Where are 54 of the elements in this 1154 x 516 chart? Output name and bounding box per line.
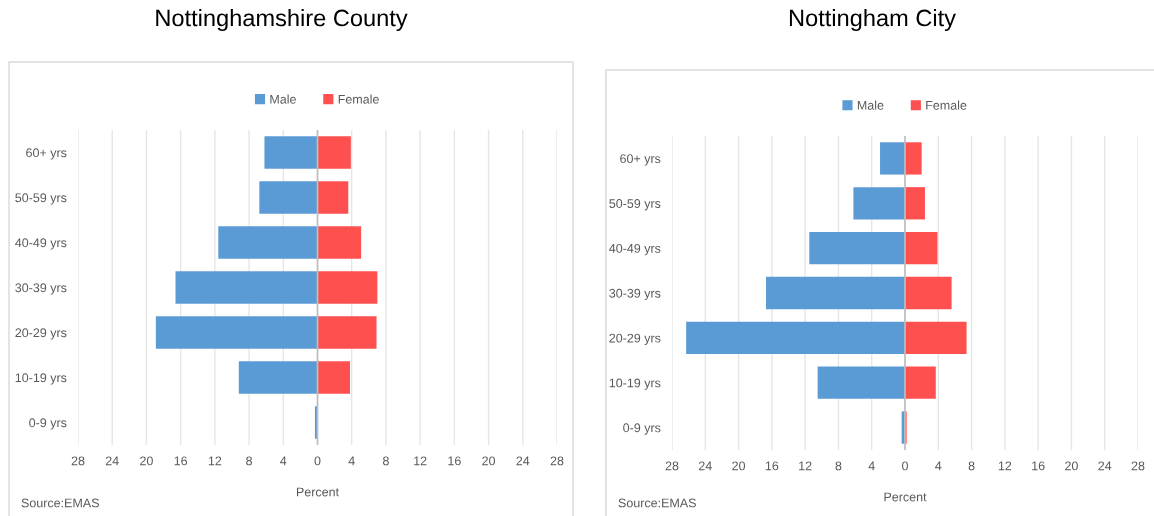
legend-label: Male xyxy=(270,94,296,104)
x-tick-label: 4 xyxy=(935,461,942,471)
x-tick-label: 8 xyxy=(968,461,975,471)
y-tick-label: 10-19 yrs xyxy=(15,373,67,385)
x-tick-label: 16 xyxy=(765,461,779,471)
x-axis-title: Percent xyxy=(296,487,339,497)
x-tick-label: 8 xyxy=(835,461,842,471)
x-tick-label: 28 xyxy=(1131,461,1145,471)
y-tick-label: 10-19 yrs xyxy=(609,378,661,390)
y-tick-label: 20-29 yrs xyxy=(609,333,661,345)
x-tick-label: 4 xyxy=(868,461,875,471)
x-tick-label: 12 xyxy=(414,456,427,466)
x-tick-label: 4 xyxy=(348,456,355,466)
x-tick-label: 12 xyxy=(208,456,222,466)
x-tick-label: 4 xyxy=(280,456,287,466)
x-tick-label: 20 xyxy=(482,456,496,466)
x-tick-label: 28 xyxy=(71,456,85,466)
y-tick-label: 60+ yrs xyxy=(620,154,661,166)
x-tick-label: 0 xyxy=(902,461,908,471)
x-tick-label: 12 xyxy=(998,461,1012,471)
y-tick-label: 40-49 yrs xyxy=(609,243,661,256)
chart-title: Nottingham City xyxy=(789,9,956,32)
x-axis-title: Percent xyxy=(884,492,927,502)
legend-label: Female xyxy=(926,100,967,110)
y-tick-label: 40-49 yrs xyxy=(15,238,67,250)
x-tick-label: 28 xyxy=(550,456,564,466)
source-note: Source:EMAS xyxy=(618,498,696,508)
x-tick-label: 16 xyxy=(448,456,461,466)
legend-label: Female xyxy=(338,94,379,104)
x-tick-label: 8 xyxy=(383,456,389,466)
y-tick-label: 20-29 yrs xyxy=(15,328,67,340)
x-tick-label: 24 xyxy=(698,461,712,471)
x-tick-label: 20 xyxy=(1065,461,1078,471)
y-tick-label: 50-59 yrs xyxy=(15,193,67,205)
y-tick-label: 50-59 yrs xyxy=(609,199,661,211)
x-tick-label: 16 xyxy=(1032,461,1045,471)
x-tick-label: 0 xyxy=(314,456,321,466)
chart-title: Nottinghamshire County xyxy=(156,9,408,32)
y-tick-label: 0-9 yrs xyxy=(29,418,67,430)
y-tick-label: 30-39 yrs xyxy=(609,288,661,301)
y-tick-label: 60+ yrs xyxy=(26,148,67,160)
x-tick-label: 12 xyxy=(799,461,812,471)
source-note: Source:EMAS xyxy=(21,498,99,508)
legend-label: Male xyxy=(857,100,884,110)
x-tick-label: 20 xyxy=(140,456,153,466)
x-tick-label: 24 xyxy=(516,456,530,466)
x-tick-label: 24 xyxy=(105,456,119,466)
x-tick-label: 28 xyxy=(665,461,679,471)
y-tick-label: 0-9 yrs xyxy=(623,423,661,435)
x-tick-label: 24 xyxy=(1098,461,1112,471)
x-tick-label: 20 xyxy=(732,461,746,471)
x-tick-label: 8 xyxy=(246,456,252,466)
y-tick-label: 30-39 yrs xyxy=(15,283,67,295)
x-tick-label: 16 xyxy=(174,456,188,466)
